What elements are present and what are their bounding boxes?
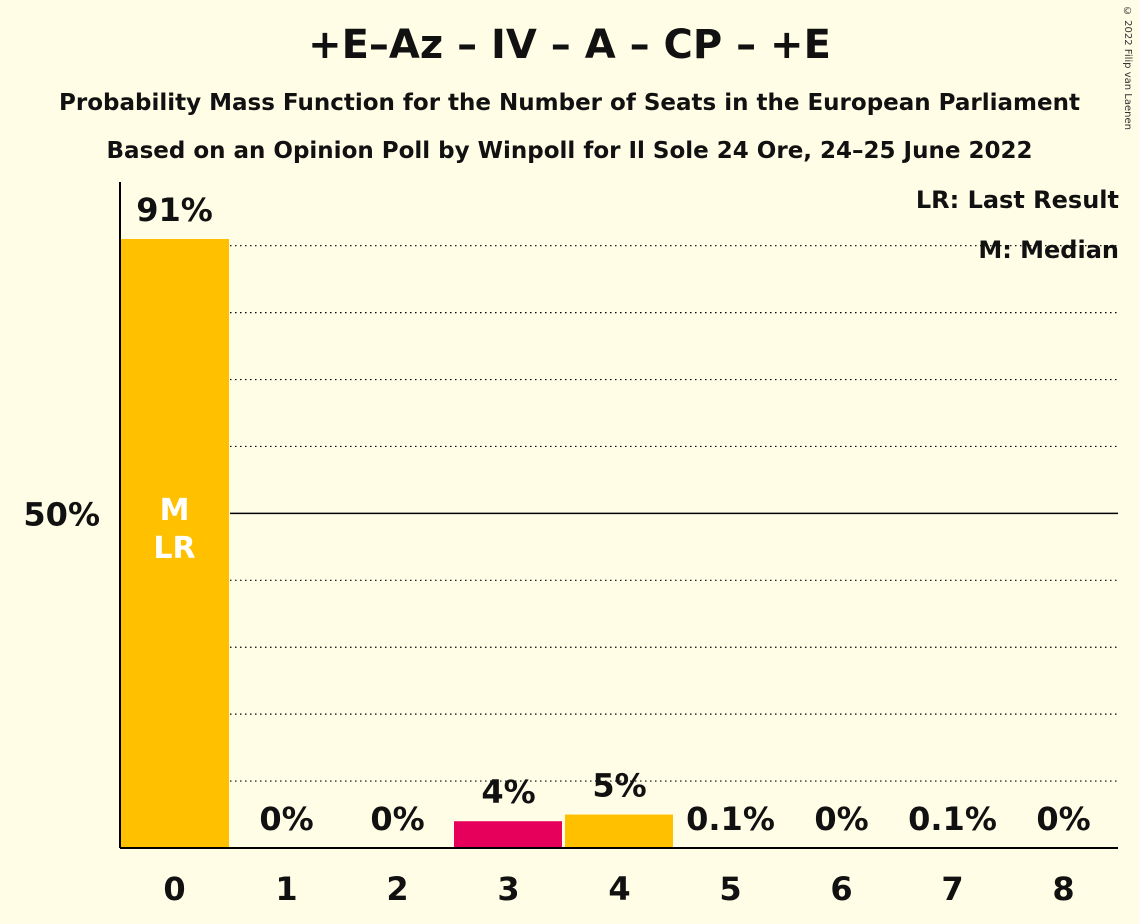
x-tick-label-1: 1: [275, 870, 297, 908]
value-label-6: 0%: [814, 800, 868, 838]
bar-4: [565, 814, 673, 848]
x-tick-label-8: 8: [1052, 870, 1074, 908]
chart-source: Based on an Opinion Poll by Winpoll for …: [106, 138, 1033, 164]
x-tick-label-4: 4: [608, 870, 630, 908]
x-tick-label-7: 7: [941, 870, 963, 908]
data-labels: 91% 0 0% 1 0% 2 4% 3 5% 4 0.1% 5 0% 6 0.1% 7 0% 8 MLR: [136, 191, 1090, 908]
value-label-4: 5%: [592, 767, 646, 805]
value-label-2: 0%: [370, 800, 424, 838]
chart-title: +E–Az – IV – A – CP – +E: [308, 22, 831, 68]
chart-subtitle: Probability Mass Function for the Number…: [59, 90, 1080, 116]
x-tick-label-6: 6: [830, 870, 852, 908]
copyright-notice: © 2022 Filip van Laenen: [1122, 6, 1133, 130]
bars: [121, 239, 1006, 848]
x-tick-label-0: 0: [163, 870, 185, 908]
x-tick-label-5: 5: [719, 870, 741, 908]
axes: 50%: [23, 182, 1118, 849]
value-label-3: 4%: [481, 773, 535, 811]
bar-3: [454, 821, 562, 848]
x-tick-label-3: 3: [497, 870, 519, 908]
value-label-0: 91%: [136, 191, 213, 229]
value-label-7: 0.1%: [908, 800, 997, 838]
value-label-5: 0.1%: [686, 800, 775, 838]
value-label-1: 0%: [259, 800, 313, 838]
legend-median: M: Median: [978, 236, 1119, 264]
median-marker: M: [160, 493, 190, 528]
y-tick-label-50: 50%: [23, 495, 100, 533]
x-tick-label-2: 2: [386, 870, 408, 908]
gridlines: [230, 245, 1118, 782]
value-label-8: 0%: [1036, 800, 1090, 838]
last-result-marker: LR: [153, 531, 195, 566]
legend-last-result: LR: Last Result: [915, 186, 1119, 214]
bar-0: [121, 239, 229, 848]
